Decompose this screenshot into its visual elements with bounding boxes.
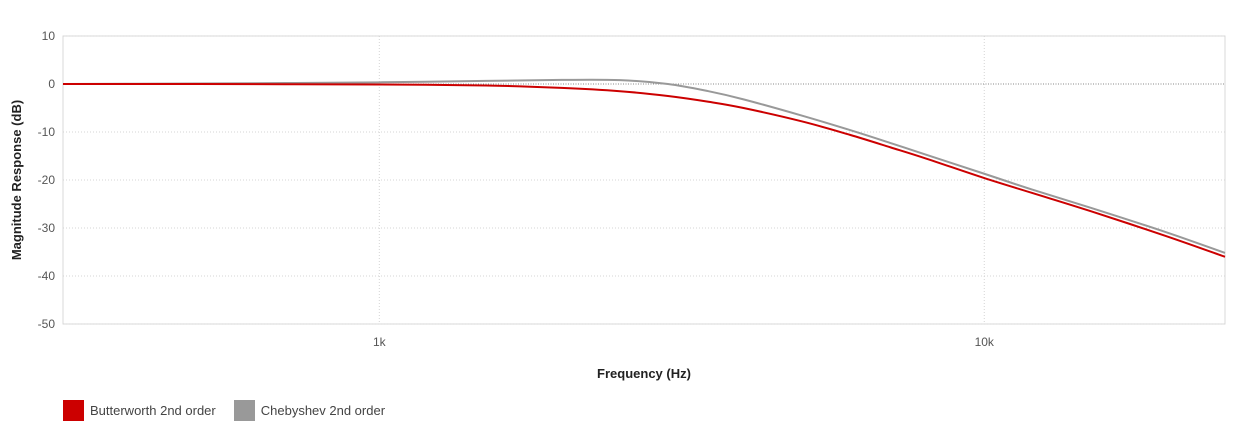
series-layer [62, 78, 1226, 258]
legend-label-butterworth: Butterworth 2nd order [90, 403, 216, 418]
series-line-chebyshev[interactable] [62, 78, 1226, 254]
y-tick-label: -10 [38, 125, 56, 139]
y-tick-label: 0 [48, 77, 55, 91]
y-tick-label: -30 [38, 221, 56, 235]
y-tick-label: -40 [38, 269, 56, 283]
x-tick-label: 10k [975, 335, 995, 349]
y-tick-label: -20 [38, 173, 56, 187]
legend: Butterworth 2nd order Chebyshev 2nd orde… [63, 400, 385, 421]
series-line-butterworth[interactable] [62, 82, 1226, 258]
legend-label-chebyshev: Chebyshev 2nd order [260, 403, 386, 418]
tick-layer: 10 0 -10 -20 -30 -40 -50 1k 10k [38, 29, 995, 349]
y-tick-label: 10 [42, 29, 56, 43]
legend-item-butterworth[interactable]: Butterworth 2nd order [63, 400, 216, 421]
y-tick-label: -50 [38, 317, 56, 331]
legend-swatch-butterworth [63, 400, 84, 421]
y-axis-title: Magnitude Response (dB) [9, 100, 24, 260]
x-tick-label: 1k [373, 335, 387, 349]
legend-swatch-chebyshev [233, 400, 255, 421]
x-axis-title: Frequency (Hz) [597, 366, 691, 381]
grid-layer [62, 35, 1226, 325]
legend-item-chebyshev[interactable]: Chebyshev 2nd order [233, 400, 386, 421]
